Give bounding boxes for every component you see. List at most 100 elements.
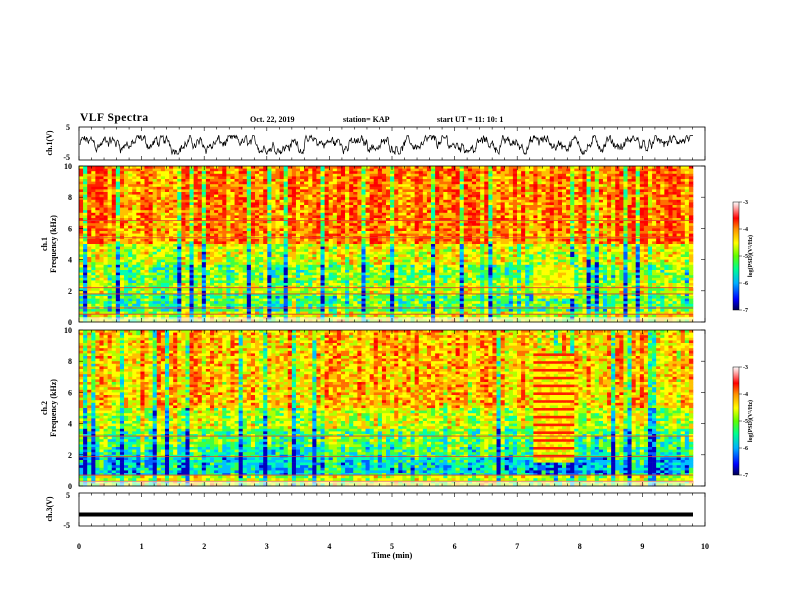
spectrogram-cell xyxy=(361,207,366,211)
spectrogram-cell xyxy=(398,176,403,180)
spectrogram-cell xyxy=(144,168,149,172)
spectrogram-cell xyxy=(226,173,231,177)
spectrogram-cell xyxy=(476,189,481,193)
spectrogram-cell xyxy=(164,197,170,201)
spectrogram-cell xyxy=(259,205,264,208)
spectrogram-cell xyxy=(451,205,456,208)
spectrogram-cell xyxy=(607,238,612,242)
spectrogram-cell xyxy=(557,179,563,182)
spectrogram-cell xyxy=(332,186,338,190)
spectrogram-cell xyxy=(250,168,256,172)
spectrogram-cell xyxy=(250,215,256,219)
spectrogram-cell xyxy=(582,192,587,195)
spectrogram-cell xyxy=(95,186,100,190)
spectrogram-cell xyxy=(156,166,162,169)
spectrogram-cell xyxy=(508,220,514,224)
spectrogram-cell xyxy=(164,244,170,247)
spectrogram-cell xyxy=(525,186,530,190)
spectrogram-cell xyxy=(340,181,346,185)
spectrogram-cell xyxy=(406,202,411,206)
spectrogram-cell xyxy=(369,192,375,195)
spectrogram-cell xyxy=(263,241,268,245)
spectrogram-cell xyxy=(676,207,682,211)
spectrogram-cell xyxy=(639,246,645,250)
spectrogram-cell xyxy=(201,202,207,206)
spectrogram-cell xyxy=(164,202,170,206)
spectrogram-cell xyxy=(332,212,338,216)
spectrogram-cell xyxy=(128,249,133,253)
spectrogram-cell xyxy=(234,215,239,219)
spectrogram-cell xyxy=(652,210,657,214)
spectrogram-cell xyxy=(328,205,334,208)
spectrogram-cell xyxy=(598,207,604,211)
spectrogram-cell xyxy=(435,218,440,221)
spectrogram-cell xyxy=(516,212,522,216)
spectrogram-cell xyxy=(152,176,158,180)
spectrogram-cell xyxy=(684,181,690,185)
spectrogram-cell xyxy=(447,173,452,177)
spectrogram-cell xyxy=(549,244,555,247)
spectrogram-cell xyxy=(238,212,244,216)
spectrogram-cell xyxy=(631,184,636,188)
spectrogram-cell xyxy=(381,168,387,172)
spectrogram-cell xyxy=(480,223,485,227)
spectrogram-cell xyxy=(304,186,309,190)
spectrogram-cell xyxy=(91,220,96,224)
spectrogram-cell xyxy=(582,189,587,193)
spectrogram-cell xyxy=(312,199,317,203)
spectrogram-cell xyxy=(463,202,469,206)
figure-title: VLF Spectra xyxy=(80,112,149,124)
spectrogram-cell xyxy=(205,238,211,242)
spectrogram-cell xyxy=(602,168,608,172)
spectrogram-cell xyxy=(553,220,559,224)
spectrogram-cell xyxy=(418,220,424,224)
spectrogram-cell xyxy=(590,197,596,201)
spectrogram-cell xyxy=(164,220,170,224)
spectrogram-cell xyxy=(140,186,145,190)
spectrogram-cell xyxy=(398,241,403,245)
spectrogram-cell xyxy=(136,225,141,229)
spectrogram-cell xyxy=(218,231,223,234)
spectrogram-cell xyxy=(230,210,235,214)
spectrogram-cell xyxy=(480,210,485,214)
spectrogram-cell xyxy=(684,186,690,190)
spectrogram-cell xyxy=(492,228,497,232)
spectrogram-cell xyxy=(533,212,538,216)
spectrogram-cell xyxy=(336,233,342,237)
spectrogram-cell xyxy=(414,246,420,250)
spectrogram-cell xyxy=(516,186,522,190)
spectrogram-cell xyxy=(324,192,329,195)
spectrogram-cell xyxy=(500,197,505,201)
spectrogram-cell xyxy=(328,246,334,250)
spectrogram-cell xyxy=(492,244,497,247)
spectrogram-cell xyxy=(83,189,88,193)
spectrogram-cell xyxy=(590,244,596,247)
spectrogram-cell xyxy=(492,218,497,221)
spectrogram-cell xyxy=(156,218,162,221)
spectrogram-cell xyxy=(357,181,362,185)
spectrogram-cell xyxy=(328,168,334,172)
spectrogram-cell xyxy=(549,220,555,224)
spectrogram-cell xyxy=(267,233,272,237)
spectrogram-cell xyxy=(267,218,272,221)
spectrogram-cell xyxy=(582,176,587,180)
spectrogram-cell xyxy=(418,197,424,201)
spectrogram-cell xyxy=(652,181,657,185)
spectrogram-cell xyxy=(365,231,370,234)
spectrogram-cell xyxy=(377,210,383,214)
spectrogram-cell xyxy=(230,220,235,224)
spectrogram-cell xyxy=(197,202,203,206)
spectrogram-cell xyxy=(304,207,309,211)
spectrogram-cell xyxy=(328,228,334,232)
spectrogram-cell xyxy=(488,246,493,250)
spectrogram-cell xyxy=(508,184,514,188)
spectrogram-cell xyxy=(140,168,145,172)
spectrogram-cell xyxy=(594,233,600,237)
spectrogram-cell xyxy=(95,244,100,247)
spectrogram-cell xyxy=(99,212,104,216)
spectrogram-cell xyxy=(164,241,170,245)
spectrogram-cell xyxy=(144,249,149,253)
spectrogram-cell xyxy=(201,176,207,180)
spectrogram-cell xyxy=(83,220,88,224)
spectrogram-cell xyxy=(602,186,608,190)
